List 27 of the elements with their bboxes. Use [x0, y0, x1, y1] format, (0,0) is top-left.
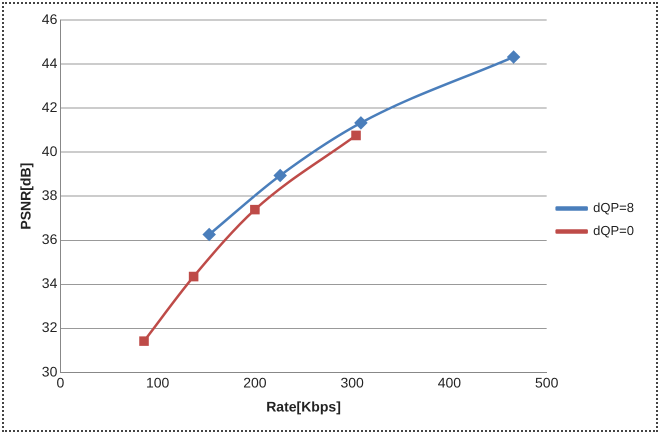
x-tick-label: 0: [56, 374, 64, 391]
y-tick-label: 40: [42, 143, 58, 160]
x-tick-label: 200: [243, 374, 267, 391]
x-axis-title: Rate[Kbps]: [266, 398, 341, 414]
point: [202, 228, 216, 241]
y-tick-label: 32: [42, 319, 58, 336]
y-tick-label: 36: [42, 231, 58, 248]
legend-label: dQP=0: [593, 223, 634, 238]
point: [139, 336, 149, 346]
point: [351, 130, 361, 140]
y-tick-label: 34: [42, 275, 58, 292]
point: [507, 50, 520, 64]
x-tick-label: 400: [438, 374, 462, 391]
y-tick-label: 42: [42, 98, 58, 115]
y-axis-title: PSNR[dB]: [17, 162, 34, 230]
y-tick-label: 46: [42, 10, 58, 27]
y-tick-label: 38: [42, 187, 58, 204]
x-tick-label: 500: [534, 374, 559, 391]
point: [354, 116, 368, 130]
point: [274, 169, 286, 182]
point: [188, 272, 198, 282]
point: [250, 204, 260, 214]
x-tick-label: 100: [146, 374, 170, 391]
y-tick-label: 44: [42, 54, 58, 71]
x-tick-label: 300: [340, 374, 364, 391]
y-tick-label: 30: [42, 363, 58, 380]
legend-label: dQP=8: [593, 200, 634, 216]
